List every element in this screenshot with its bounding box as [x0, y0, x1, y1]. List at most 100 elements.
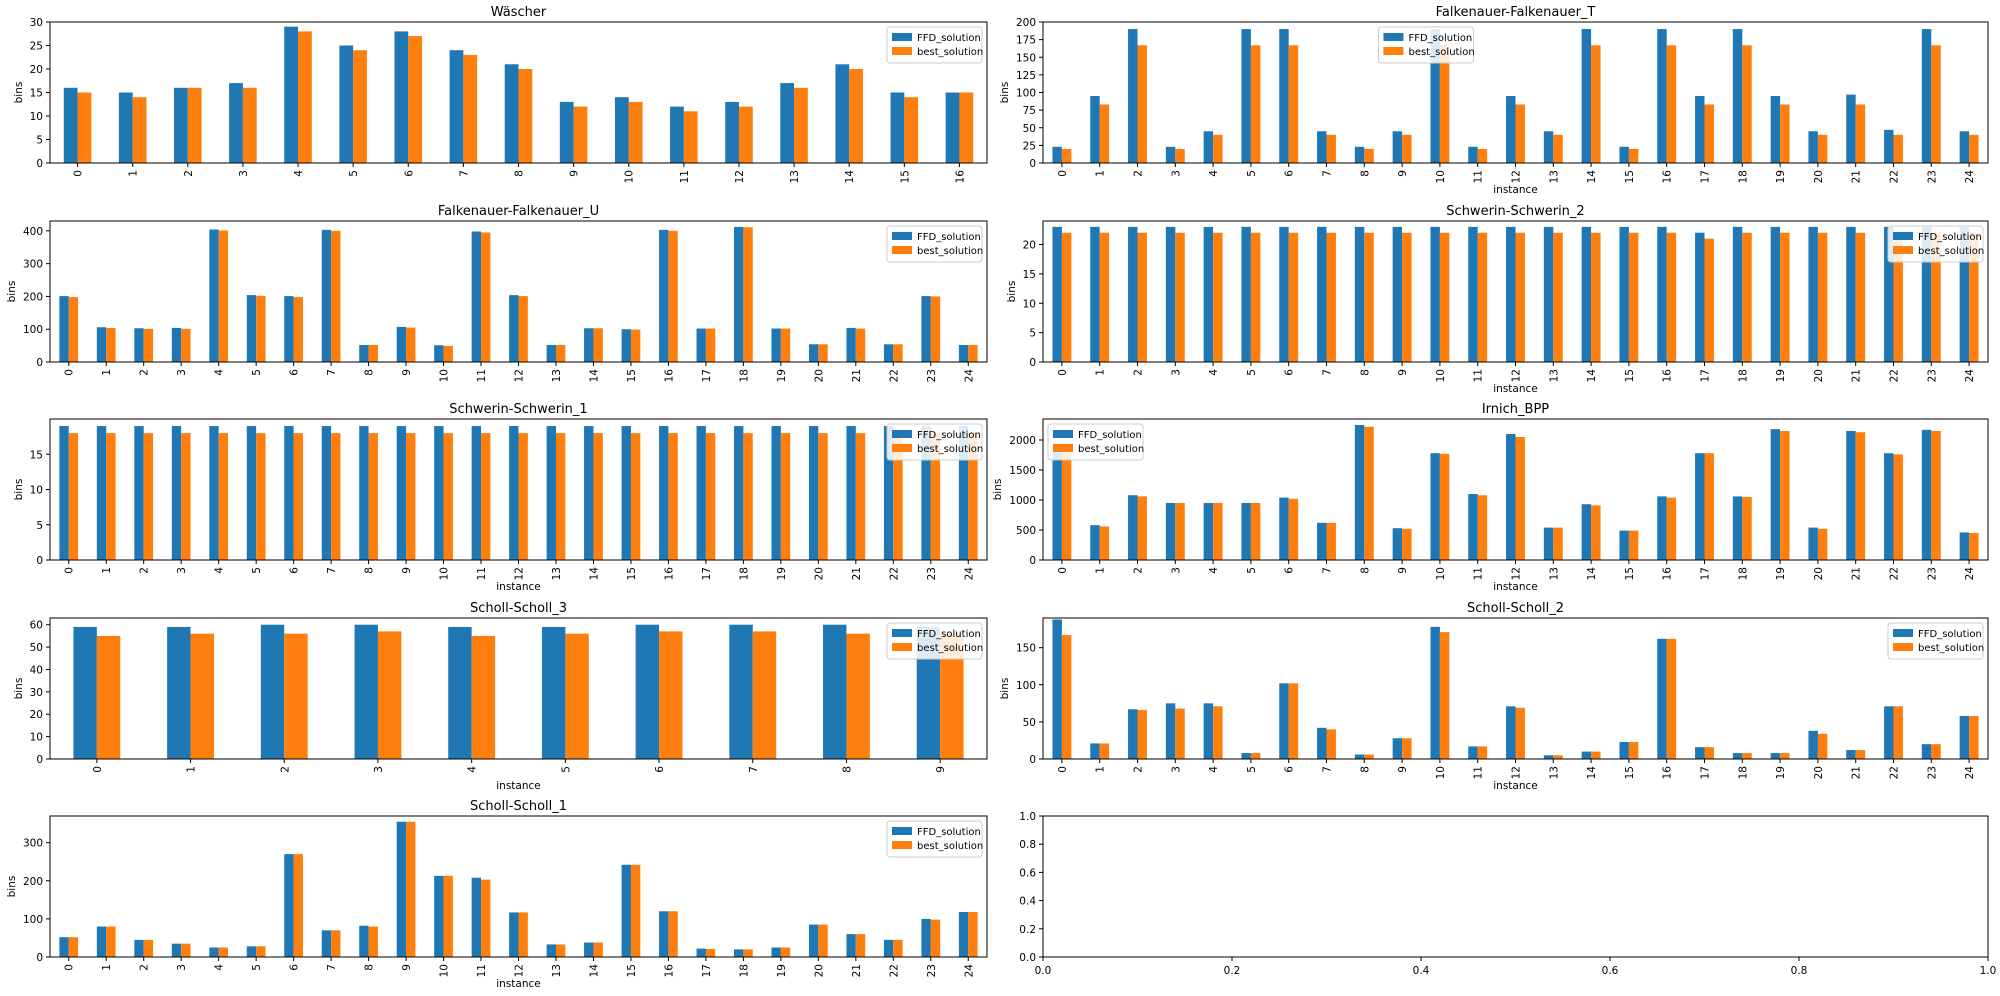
x-tick-label: 7	[1322, 567, 1334, 574]
bar-best-solution	[1402, 738, 1412, 759]
bar-ffd-solution	[321, 426, 332, 560]
legend-label: FFD_solution	[1918, 232, 1982, 243]
bar-best-solution	[1137, 45, 1147, 163]
bar-ffd-solution	[246, 426, 257, 560]
x-tick-label: 13	[1548, 567, 1560, 580]
x-tick-label: 5	[348, 170, 360, 177]
y-tick-label: 5	[36, 135, 43, 147]
bar-best-solution	[743, 433, 753, 560]
x-tick-label: 1	[101, 567, 113, 574]
y-tick-label: 100	[1016, 680, 1036, 692]
bar-best-solution	[849, 69, 863, 163]
x-tick-label: 0.0	[1035, 965, 1052, 977]
bar-ffd-solution	[945, 92, 960, 163]
x-tick-label: 9	[569, 170, 581, 177]
y-tick-label: 0.6	[1019, 867, 1036, 879]
bar-best-solution	[1931, 744, 1941, 759]
bar-best-solution	[443, 433, 453, 560]
bar-best-solution	[1326, 522, 1336, 560]
bar-ffd-solution	[635, 624, 660, 759]
chart-title: Falkenauer-Falkenauer_T	[1436, 5, 1596, 20]
x-tick-label: 0.6	[1602, 965, 1619, 977]
legend-swatch	[1383, 33, 1404, 41]
x-tick-label: 18	[1737, 170, 1749, 183]
bar-best-solution	[518, 912, 528, 957]
bar-ffd-solution	[835, 64, 850, 163]
x-tick-label: 21	[851, 369, 863, 382]
chart-title: Schwerin-Schwerin_1	[449, 402, 587, 417]
x-tick-label: 9	[401, 369, 413, 376]
x-tick-label: 5	[1246, 766, 1258, 773]
y-tick-label: 200	[23, 291, 43, 303]
bar-best-solution	[368, 344, 378, 362]
bar-ffd-solution	[321, 930, 332, 957]
y-tick-label: 0.2	[1019, 924, 1036, 936]
x-tick-label: 14	[588, 369, 600, 383]
bar-ffd-solution	[1959, 715, 1970, 759]
bar-ffd-solution	[1619, 226, 1629, 362]
bar-best-solution	[1591, 45, 1601, 163]
bar-ffd-solution	[541, 626, 566, 759]
x-tick-label: 2	[139, 964, 151, 971]
legend-swatch	[1893, 629, 1913, 637]
x-tick-label: 6	[654, 766, 666, 773]
legend-swatch	[892, 444, 912, 452]
bar-ffd-solution	[1392, 131, 1403, 163]
x-tick-label: 7	[326, 964, 338, 971]
bar-best-solution	[780, 433, 791, 560]
bar-ffd-solution	[1241, 753, 1251, 759]
y-tick-label: 100	[1016, 88, 1036, 100]
bar-best-solution	[1893, 454, 1903, 560]
x-tick-label: 1.0	[1980, 965, 1997, 977]
x-tick-label: 12	[1511, 369, 1523, 382]
bar-ffd-solution	[1468, 226, 1478, 362]
bar-ffd-solution	[1770, 429, 1781, 560]
chart-title: Schwerin-Schwerin_2	[1446, 204, 1584, 219]
bar-best-solution	[1250, 232, 1261, 362]
bar-best-solution	[368, 433, 378, 560]
bar-best-solution	[1477, 495, 1488, 560]
legend-label: FFD_solution	[1918, 629, 1982, 640]
bar-ffd-solution	[1354, 146, 1365, 163]
bar-ffd-solution	[883, 939, 894, 957]
bar-best-solution	[1288, 498, 1299, 560]
y-tick-label: 60	[30, 620, 43, 632]
x-tick-label: 1	[128, 170, 140, 177]
x-tick-label: 22	[888, 567, 900, 580]
bar-best-solution	[968, 433, 978, 560]
bar-ffd-solution	[883, 344, 894, 362]
bar-ffd-solution	[1506, 96, 1516, 163]
bar-ffd-solution	[1128, 495, 1138, 560]
bar-best-solution	[1591, 232, 1601, 362]
x-tick-label: 20	[813, 567, 825, 580]
bar-ffd-solution	[1392, 528, 1403, 560]
x-tick-label: 15	[626, 369, 638, 382]
x-axis-label: instance	[496, 581, 540, 593]
legend: FFD_solution best_solution	[886, 622, 983, 660]
bar-ffd-solution	[1619, 146, 1629, 163]
x-tick-label: 19	[1775, 369, 1787, 382]
x-tick-label: 15	[1624, 369, 1636, 382]
bar-best-solution	[555, 433, 566, 560]
bar-ffd-solution	[1619, 741, 1629, 759]
bar-ffd-solution	[546, 426, 556, 560]
bar-best-solution	[1704, 453, 1714, 560]
x-tick-label: 5	[1246, 567, 1258, 574]
bar-best-solution	[1591, 751, 1601, 759]
bar-ffd-solution	[434, 875, 444, 957]
bar-ffd-solution	[1657, 638, 1667, 759]
bar-ffd-solution	[1241, 29, 1251, 163]
bar-best-solution	[1628, 741, 1639, 759]
x-tick-label: 0	[1057, 567, 1069, 574]
x-tick-label: 8	[364, 964, 376, 971]
bar-ffd-solution	[846, 327, 856, 362]
x-tick-label: 10	[624, 170, 636, 183]
bar-best-solution	[846, 633, 870, 759]
y-tick-label: 20	[30, 709, 43, 721]
x-tick-label: 2	[1133, 567, 1145, 574]
bar-ffd-solution	[621, 864, 631, 957]
bar-ffd-solution	[1279, 29, 1289, 163]
